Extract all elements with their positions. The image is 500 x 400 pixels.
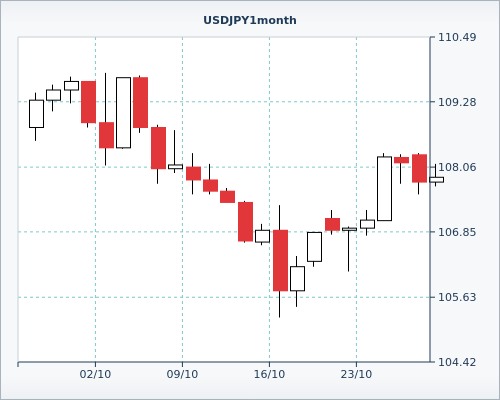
candle-body bbox=[220, 190, 235, 203]
candle-body bbox=[307, 231, 322, 262]
candle-up bbox=[307, 231, 322, 267]
grid-lines bbox=[18, 37, 430, 362]
candle-body bbox=[186, 166, 201, 181]
candle-body bbox=[377, 156, 392, 222]
y-axis-labels: 110.49 109.28 108.06 106.85 105.63 104.42 bbox=[438, 31, 477, 369]
candle-down bbox=[220, 187, 235, 203]
y-tick-label: 108.06 bbox=[438, 161, 477, 174]
candles bbox=[29, 72, 444, 318]
candle-down bbox=[412, 153, 427, 195]
candle-down bbox=[394, 154, 409, 184]
candle-body bbox=[394, 156, 409, 164]
x-tick-label: 16/10 bbox=[254, 368, 286, 381]
x-tick-label: 23/10 bbox=[341, 368, 373, 381]
candle-body bbox=[168, 164, 183, 170]
y-tick-label: 104.42 bbox=[438, 356, 477, 369]
candle-down bbox=[81, 80, 96, 128]
x-axis-labels: 02/10 09/10 16/10 23/10 bbox=[80, 368, 373, 381]
candle-up bbox=[290, 255, 305, 307]
candle-down bbox=[325, 209, 340, 235]
candle-down bbox=[203, 163, 218, 195]
candle-body bbox=[99, 122, 114, 149]
candle-up bbox=[64, 76, 79, 104]
candle-body bbox=[151, 126, 166, 170]
candle-body bbox=[238, 201, 253, 242]
candle-body bbox=[29, 99, 44, 128]
x-tick-label: 02/10 bbox=[80, 368, 112, 381]
candle-body bbox=[429, 176, 444, 183]
candle-body bbox=[325, 218, 340, 231]
candle-body bbox=[133, 77, 148, 128]
candle-down bbox=[186, 153, 201, 195]
candle-body bbox=[412, 154, 427, 183]
candle-up bbox=[377, 153, 392, 222]
candle-up bbox=[360, 209, 375, 236]
candle-up bbox=[255, 223, 270, 246]
candle-body bbox=[116, 77, 131, 149]
candle-up bbox=[29, 92, 44, 141]
candle-body bbox=[203, 179, 218, 192]
chart-title: USDJPY1month bbox=[203, 14, 297, 27]
candle-body bbox=[342, 227, 357, 231]
candle-up bbox=[116, 77, 131, 149]
candle-body bbox=[360, 219, 375, 229]
axes bbox=[17, 36, 435, 367]
candle-up bbox=[342, 226, 357, 272]
candle-down bbox=[99, 72, 114, 166]
candle-down bbox=[151, 124, 166, 184]
candle-body bbox=[46, 89, 61, 101]
candle-body bbox=[255, 229, 270, 243]
candle-body bbox=[290, 266, 305, 292]
x-tick-label: 09/10 bbox=[167, 368, 199, 381]
candle-down bbox=[238, 200, 253, 243]
candle-body bbox=[81, 80, 96, 124]
y-tick-label: 105.63 bbox=[438, 291, 477, 304]
candle-down bbox=[133, 75, 148, 133]
y-tick-label: 110.49 bbox=[438, 31, 477, 44]
candle-body bbox=[64, 80, 79, 91]
candle-body bbox=[273, 229, 288, 292]
candle-up bbox=[46, 84, 61, 112]
candle-up bbox=[168, 130, 183, 173]
y-tick-label: 106.85 bbox=[438, 226, 477, 239]
y-tick-label: 109.28 bbox=[438, 96, 477, 109]
candle-down bbox=[273, 205, 288, 318]
